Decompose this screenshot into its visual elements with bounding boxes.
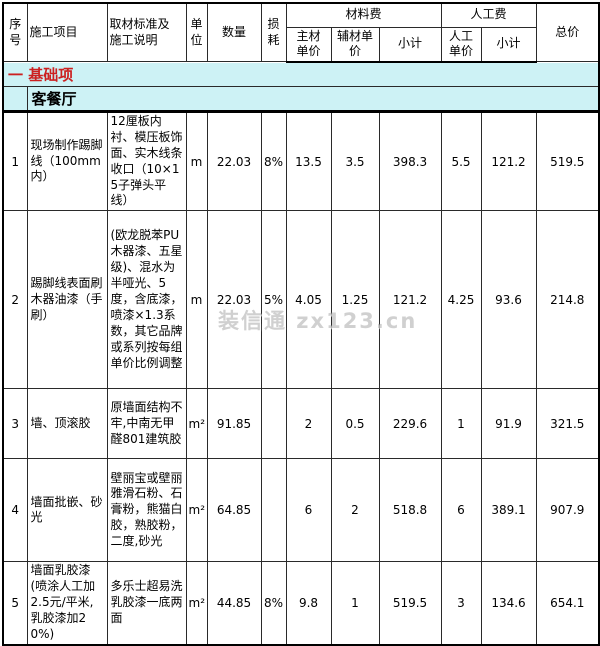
material-subtotal-cell: 398.3 xyxy=(378,110,442,212)
header-row-sub: 主材 单价 辅材单 价 小计 人工 单价 小计 xyxy=(3,26,599,63)
spec-cell: 壁丽宝或壁丽雅滑石粉、石膏粉，熊猫白胶，熟胶粉，二度,砂光 xyxy=(106,458,187,563)
labor-subtotal-cell: 389.1 xyxy=(480,458,537,563)
loss-cell xyxy=(260,388,287,460)
qty-cell: 22.03 xyxy=(206,210,262,390)
seq-cell: 1 xyxy=(2,110,28,212)
aux-price-cell: 1.25 xyxy=(330,210,380,390)
labor-subtotal-cell: 93.6 xyxy=(480,210,537,390)
labor-price-cell: 3 xyxy=(440,561,482,646)
seq-cell: 3 xyxy=(2,388,28,460)
aux-price-cell: 1 xyxy=(330,561,380,646)
seq-cell: 2 xyxy=(2,210,28,390)
table-row: 1 现场制作踢脚线（100mm内） 12厘板内衬、模压板饰面、实木线条收口（10… xyxy=(2,110,600,212)
aux-price-cell: 2 xyxy=(330,458,380,563)
item-cell: 墙面乳胶漆 (喷涂人工加2.5元/平米,乳胶漆加20%) xyxy=(26,561,108,646)
material-subtotal-cell: 229.6 xyxy=(378,388,442,460)
qty-cell: 64.85 xyxy=(206,458,262,563)
seq-cell: 5 xyxy=(2,561,28,646)
material-subtotal-cell: 518.8 xyxy=(378,458,442,563)
labor-subtotal-cell: 121.2 xyxy=(480,110,537,212)
spec-cell: 多乐士超易洗乳胶漆一底两面 xyxy=(106,561,187,646)
col-header-aux-unit-price: 辅材单 价 xyxy=(330,26,380,63)
item-cell: 现场制作踢脚线（100mm内） xyxy=(26,110,108,212)
table-row: 4 墙面批嵌、砂光 壁丽宝或壁丽雅滑石粉、石膏粉，熊猫白胶，熟胶粉，二度,砂光 … xyxy=(2,458,600,563)
labor-price-cell: 4.25 xyxy=(440,210,482,390)
item-cell: 墙面批嵌、砂光 xyxy=(26,458,108,563)
col-header-unit: 单 位 xyxy=(185,2,208,63)
aux-price-cell: 3.5 xyxy=(330,110,380,212)
total-cell: 321.5 xyxy=(535,388,600,460)
item-cell: 踢脚线表面刷木器油漆（手刷） xyxy=(26,210,108,390)
col-header-qty: 数量 xyxy=(206,2,262,63)
qty-cell: 22.03 xyxy=(206,110,262,212)
loss-cell: 8% xyxy=(260,561,287,646)
seq-cell: 4 xyxy=(2,458,28,563)
total-cell: 654.1 xyxy=(535,561,600,646)
material-subtotal-cell: 121.2 xyxy=(378,210,442,390)
total-cell: 214.8 xyxy=(535,210,600,390)
main-price-cell: 4.05 xyxy=(285,210,332,390)
col-header-total: 总价 xyxy=(535,2,600,63)
aux-price-cell: 0.5 xyxy=(330,388,380,460)
spec-cell: (欧龙脱苯PU木器漆、五星级)、混水为半哑光、5度，含底漆，喷漆×1.3系数，其… xyxy=(106,210,187,390)
header-row-groups: 序 号 施工项目 取材标准及 施工说明 单 位 数量 损 耗 材料费 人工费 总… xyxy=(2,2,600,63)
main-price-cell: 9.8 xyxy=(285,561,332,646)
section-row-category: 一 基础项 xyxy=(2,61,600,87)
spec-cell: 原墙面结构不牢,中南无甲醛801建筑胶 xyxy=(106,388,187,460)
col-group-material: 材料费 xyxy=(285,2,442,28)
qty-cell: 44.85 xyxy=(206,561,262,646)
main-price-cell: 2 xyxy=(285,388,332,460)
unit-cell: m² xyxy=(185,561,208,646)
unit-cell: m² xyxy=(185,458,208,563)
loss-cell: 5% xyxy=(260,210,287,390)
section-row-room: 客餐厅 xyxy=(2,85,600,113)
labor-price-cell: 5.5 xyxy=(440,110,482,212)
col-header-main-unit-price: 主材 单价 xyxy=(285,26,332,63)
total-cell: 519.5 xyxy=(535,110,600,212)
table-row: 2 踢脚线表面刷木器油漆（手刷） (欧龙脱苯PU木器漆、五星级)、混水为半哑光、… xyxy=(2,210,600,390)
loss-cell xyxy=(260,458,287,563)
col-header-spec: 取材标准及 施工说明 xyxy=(106,2,187,63)
labor-subtotal-cell: 134.6 xyxy=(480,561,537,646)
main-price-cell: 13.5 xyxy=(285,110,332,212)
unit-cell: m² xyxy=(185,388,208,460)
section-room-empty-cell xyxy=(2,85,28,113)
main-price-cell: 6 xyxy=(285,458,332,563)
labor-price-cell: 1 xyxy=(440,388,482,460)
col-header-loss: 损 耗 xyxy=(260,2,287,63)
item-cell: 墙、顶滚胶 xyxy=(26,388,108,460)
col-group-labor: 人工费 xyxy=(440,2,537,28)
table-row: 3 墙、顶滚胶 原墙面结构不牢,中南无甲醛801建筑胶 m² 91.85 2 0… xyxy=(2,388,600,460)
spec-cell: 12厘板内衬、模压板饰面、实木线条收口（10×15子弹头平线） xyxy=(106,110,187,212)
col-header-no: 序 号 xyxy=(2,2,28,63)
col-header-labor-subtotal: 小计 xyxy=(480,26,537,63)
col-header-material-subtotal: 小计 xyxy=(378,26,442,63)
table-row: 5 墙面乳胶漆 (喷涂人工加2.5元/平米,乳胶漆加20%) 多乐士超易洗乳胶漆… xyxy=(2,561,600,646)
section-category-label: 一 基础项 xyxy=(2,61,600,87)
labor-price-cell: 6 xyxy=(440,458,482,563)
section-room-label: 客餐厅 xyxy=(26,85,600,113)
material-subtotal-cell: 519.5 xyxy=(378,561,442,646)
col-header-labor-unit-price: 人工 单价 xyxy=(440,26,482,63)
unit-cell: m xyxy=(185,210,208,390)
col-header-item: 施工项目 xyxy=(26,2,108,63)
loss-cell: 8% xyxy=(260,110,287,212)
qty-cell: 91.85 xyxy=(206,388,262,460)
unit-cell: m xyxy=(185,110,208,212)
labor-subtotal-cell: 91.9 xyxy=(480,388,537,460)
total-cell: 907.9 xyxy=(535,458,600,563)
